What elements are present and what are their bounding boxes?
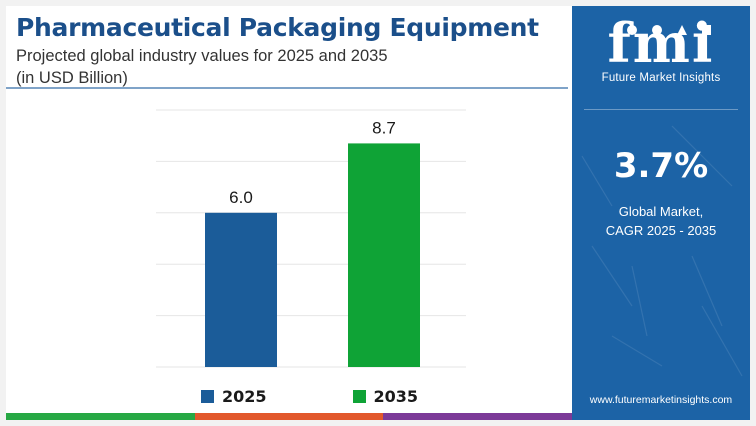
legend-item-2025: 2025 — [201, 387, 267, 406]
sidebar-divider — [584, 109, 738, 110]
bottom-bar-segment-green — [6, 413, 195, 420]
cagr-value: 3.7% — [613, 146, 709, 186]
bar-chart-svg: 6.0 8.7 — [156, 109, 466, 368]
bar-chart: 6.0 8.7 — [156, 102, 466, 372]
legend-swatch-2025 — [201, 389, 214, 403]
bottom-bar-segment-orange — [194, 413, 384, 420]
fmi-logo: fmi Future Market Insights — [572, 16, 750, 84]
chart-header: Pharmaceutical Packaging Equipment Proje… — [16, 12, 566, 89]
bar-2025 — [205, 212, 277, 367]
chart-subtitle: Projected global industry values for 202… — [16, 47, 388, 65]
legend-swatch-2035 — [352, 389, 366, 403]
cagr-label: Global Market, CAGR 2025 - 2035 — [572, 202, 750, 240]
infographic-card: Pharmaceutical Packaging Equipment Proje… — [6, 6, 750, 420]
logo-letters: fmi — [608, 16, 715, 70]
website-url: www.futuremarketinsights.com — [589, 394, 733, 406]
header-divider — [6, 87, 568, 89]
bottom-color-bar — [6, 413, 573, 420]
cagr-label-line2: CAGR 2025 - 2035 — [605, 223, 717, 238]
chart-title: Pharmaceutical Packaging Equipment — [16, 13, 539, 42]
bottom-bar-segment-purple — [383, 413, 573, 420]
sidebar-texture — [581, 125, 743, 377]
legend-label-2035: 2035 — [373, 386, 419, 406]
bar-2035 — [348, 143, 420, 367]
logo-text: fmi — [607, 11, 715, 75]
cagr-label-line1: Global Market, — [618, 204, 704, 219]
summary-sidebar: fmi Future Market Insights 3.7% Global M… — [572, 6, 750, 420]
legend-label-2025: 2025 — [222, 386, 267, 406]
data-label-2035: 8.7 — [372, 118, 396, 137]
logo-icons — [627, 25, 711, 35]
chart-legend: 2025 2035 — [201, 384, 504, 408]
legend-item-2035: 2035 — [352, 386, 419, 406]
logo-subtitle: Future Market Insights — [601, 72, 721, 84]
data-label-2025: 6.0 — [229, 188, 253, 207]
chart-unit: (in USD Billion) — [16, 69, 128, 87]
